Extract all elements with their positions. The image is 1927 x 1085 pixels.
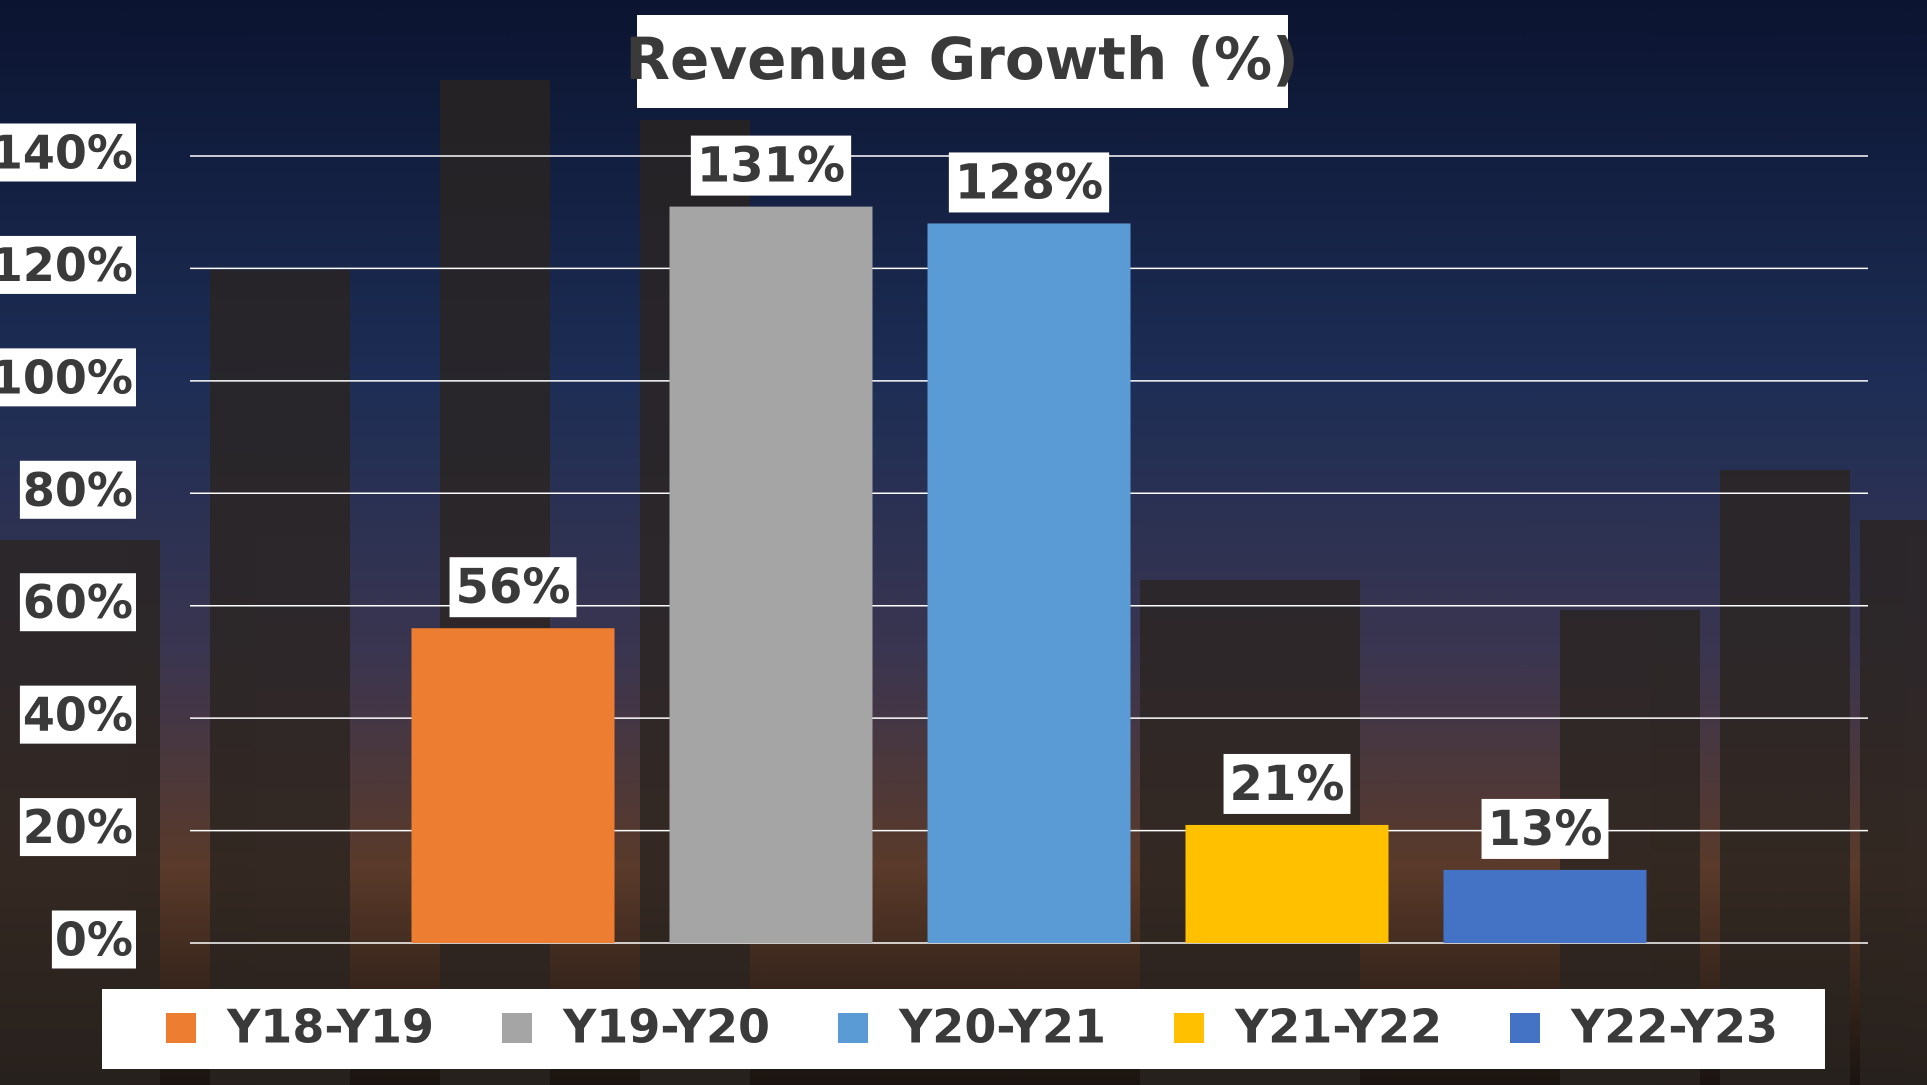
label-box [948,152,1110,213]
label-box [19,685,136,744]
data-label: 56% [456,559,571,615]
legend-swatch [1174,1013,1204,1043]
y-tick-label: 120% [0,238,133,292]
label-box [19,460,136,519]
data-label: 131% [697,138,845,194]
label-box [449,557,577,618]
y-tick-label: 140% [0,126,133,180]
data-label: 13% [1488,801,1603,857]
label-box [19,573,136,632]
legend-swatch [1510,1013,1540,1043]
bar [669,206,873,944]
title-box [637,15,1288,108]
label-box [19,798,136,857]
y-tick-label: 60% [23,575,133,629]
label-box [0,348,136,407]
bar [927,223,1131,943]
data-label: 128% [955,154,1103,210]
label-box [1223,753,1351,814]
label-box [51,910,136,969]
y-tick-label: 80% [23,463,133,517]
y-tick-label: 40% [23,688,133,742]
legend-label: Y22-Y23 [1570,1000,1778,1054]
label-box [1481,798,1609,859]
legend-label: Y20-Y21 [898,1000,1106,1054]
y-tick-label: 20% [23,800,133,854]
bar [1185,824,1389,943]
legend-swatch [838,1013,868,1043]
y-tick-label: 100% [0,350,133,404]
legend-label: Y19-Y20 [562,1000,770,1054]
legend-swatch [502,1013,532,1043]
bar [411,628,615,943]
y-tick-label: 0% [55,913,133,967]
legend-label: Y18-Y19 [226,1000,434,1054]
bar [1443,869,1647,943]
chart-title: Revenue Growth (%) [625,25,1298,93]
label-box [690,135,852,196]
label-box [0,235,136,294]
data-label: 21% [1230,756,1345,812]
label-box [0,123,136,182]
legend-label: Y21-Y22 [1234,1000,1442,1054]
legend-swatch [166,1013,196,1043]
